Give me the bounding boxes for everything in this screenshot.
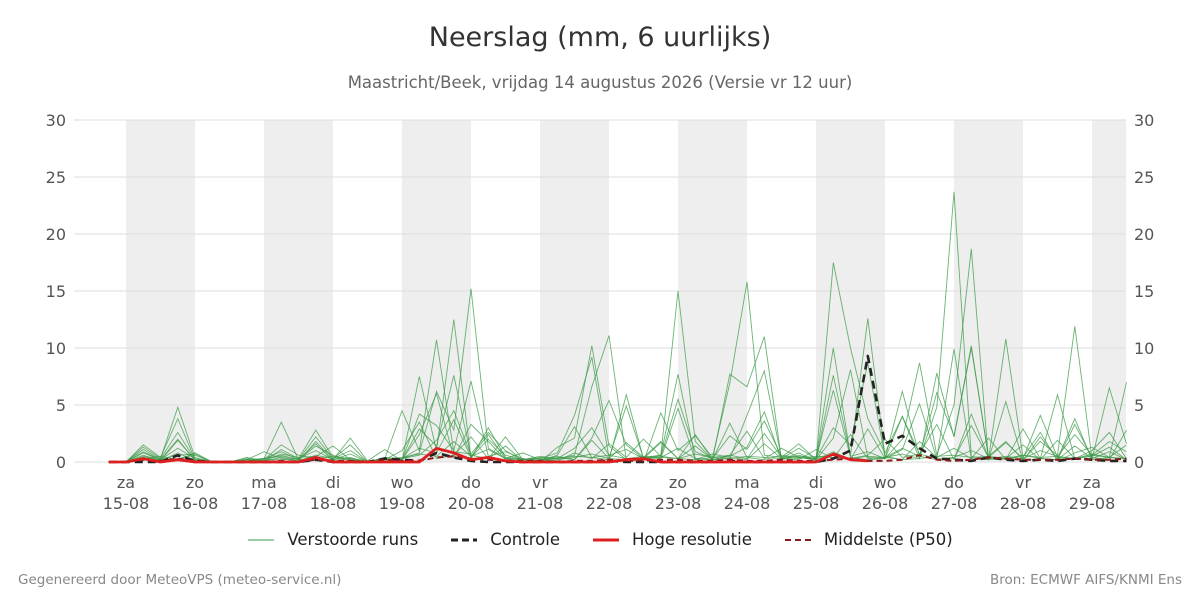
hoge-resolutie-line	[108, 446, 868, 464]
y-tick-left-15: 15	[46, 282, 66, 301]
legend-label-middelste: Middelste (P50)	[823, 530, 953, 549]
legend-swatch-controle	[451, 538, 478, 541]
x-tick-weekday-14: za	[1083, 473, 1101, 492]
legend-item-middelste[interactable]: Middelste (P50)	[784, 530, 953, 549]
legend: Verstoorde runs Controle Hoge resolutie …	[0, 530, 1200, 549]
ensemble-run-8	[108, 440, 1127, 463]
x-tick-weekday-13: vr	[1015, 473, 1031, 492]
footer-generated-by: Gegenereerd door MeteoVPS (meteo-service…	[18, 572, 342, 588]
chart-subtitle: Maastricht/Beek, vrijdag 14 augustus 202…	[347, 73, 853, 92]
x-tick-weekday-0: za	[117, 473, 135, 492]
legend-label-hoge-resolutie: Hoge resolutie	[631, 530, 752, 549]
y-tick-right-20: 20	[1134, 225, 1154, 244]
x-tick-weekday-11: wo	[874, 473, 897, 492]
y-tick-left-10: 10	[46, 339, 66, 358]
x-tick-date-7: 22-08	[586, 494, 633, 513]
legend-swatch-hoge-resolutie	[592, 538, 619, 541]
footer-source: Bron: ECMWF AIFS/KNMI Ens	[989, 572, 1182, 588]
x-tick-date-8: 23-08	[655, 494, 702, 513]
x-tick-date-10: 25-08	[793, 494, 840, 513]
legend-item-ensemble[interactable]: Verstoorde runs	[247, 530, 418, 549]
legend-label-controle: Controle	[490, 530, 560, 549]
y-tick-right-0: 0	[1134, 453, 1144, 472]
y-tick-right-5: 5	[1134, 396, 1144, 415]
x-tick-weekday-2: ma	[251, 473, 276, 492]
x-tick-date-5: 20-08	[448, 494, 495, 513]
y-tick-right-15: 15	[1134, 282, 1154, 301]
x-tick-date-9: 24-08	[724, 494, 771, 513]
y-tick-left-30: 30	[46, 111, 66, 130]
ensemble-run-2	[108, 248, 1127, 463]
ensemble-run-1	[108, 191, 1127, 463]
x-tick-weekday-7: za	[600, 473, 618, 492]
legend-swatch-middelste	[784, 538, 811, 541]
x-tick-weekday-4: wo	[391, 473, 414, 492]
y-tick-right-30: 30	[1134, 111, 1154, 130]
x-tick-labels: za 15-08 zo 16-08 ma 17-08 di 18-08 wo 19-08 do 20-…	[103, 473, 1116, 513]
ensemble-run-5	[108, 421, 1127, 463]
x-tick-date-13: 28-08	[1000, 494, 1047, 513]
legend-swatch-ensemble	[248, 539, 275, 540]
y-tick-left-5: 5	[56, 396, 66, 415]
y-tick-left-0: 0	[56, 453, 66, 472]
x-tick-weekday-12: do	[944, 473, 964, 492]
chart-title: Neerslag (mm, 6 uurlijks)	[428, 22, 772, 53]
x-tick-weekday-6: vr	[532, 473, 548, 492]
x-tick-weekday-1: zo	[186, 473, 204, 492]
legend-item-controle[interactable]: Controle	[450, 530, 560, 549]
y-tick-left-25: 25	[46, 168, 66, 187]
x-tick-date-3: 18-08	[310, 494, 357, 513]
x-tick-weekday-9: ma	[734, 473, 759, 492]
main-series-lines	[108, 354, 1127, 464]
y-tick-right-25: 25	[1134, 168, 1154, 187]
y-tick-left-20: 20	[46, 225, 66, 244]
x-tick-weekday-10: di	[809, 473, 824, 492]
ensemble-run-9	[108, 345, 1127, 463]
x-tick-date-1: 16-08	[172, 494, 219, 513]
x-tick-date-0: 15-08	[103, 494, 150, 513]
x-tick-weekday-3: di	[326, 473, 341, 492]
ensemble-lines	[108, 191, 1127, 463]
y-tick-labels: 0 0 5 5 10 10 15 15 20 20 25 25 30 30	[46, 111, 1155, 472]
y-tick-right-10: 10	[1134, 339, 1154, 358]
legend-item-hoge-resolutie[interactable]: Hoge resolutie	[592, 530, 752, 549]
ensemble-run-3	[108, 349, 1127, 463]
x-tick-date-11: 26-08	[862, 494, 909, 513]
legend-label-ensemble: Verstoorde runs	[287, 530, 419, 549]
x-tick-weekday-8: zo	[669, 473, 687, 492]
ensemble-run-7	[108, 407, 1127, 463]
x-tick-date-6: 21-08	[517, 494, 564, 513]
ensemble-run-6	[108, 389, 1127, 463]
x-tick-date-14: 29-08	[1069, 494, 1116, 513]
x-tick-date-2: 17-08	[241, 494, 288, 513]
x-tick-date-12: 27-08	[931, 494, 978, 513]
x-tick-date-4: 19-08	[379, 494, 426, 513]
x-tick-weekday-5: do	[461, 473, 481, 492]
